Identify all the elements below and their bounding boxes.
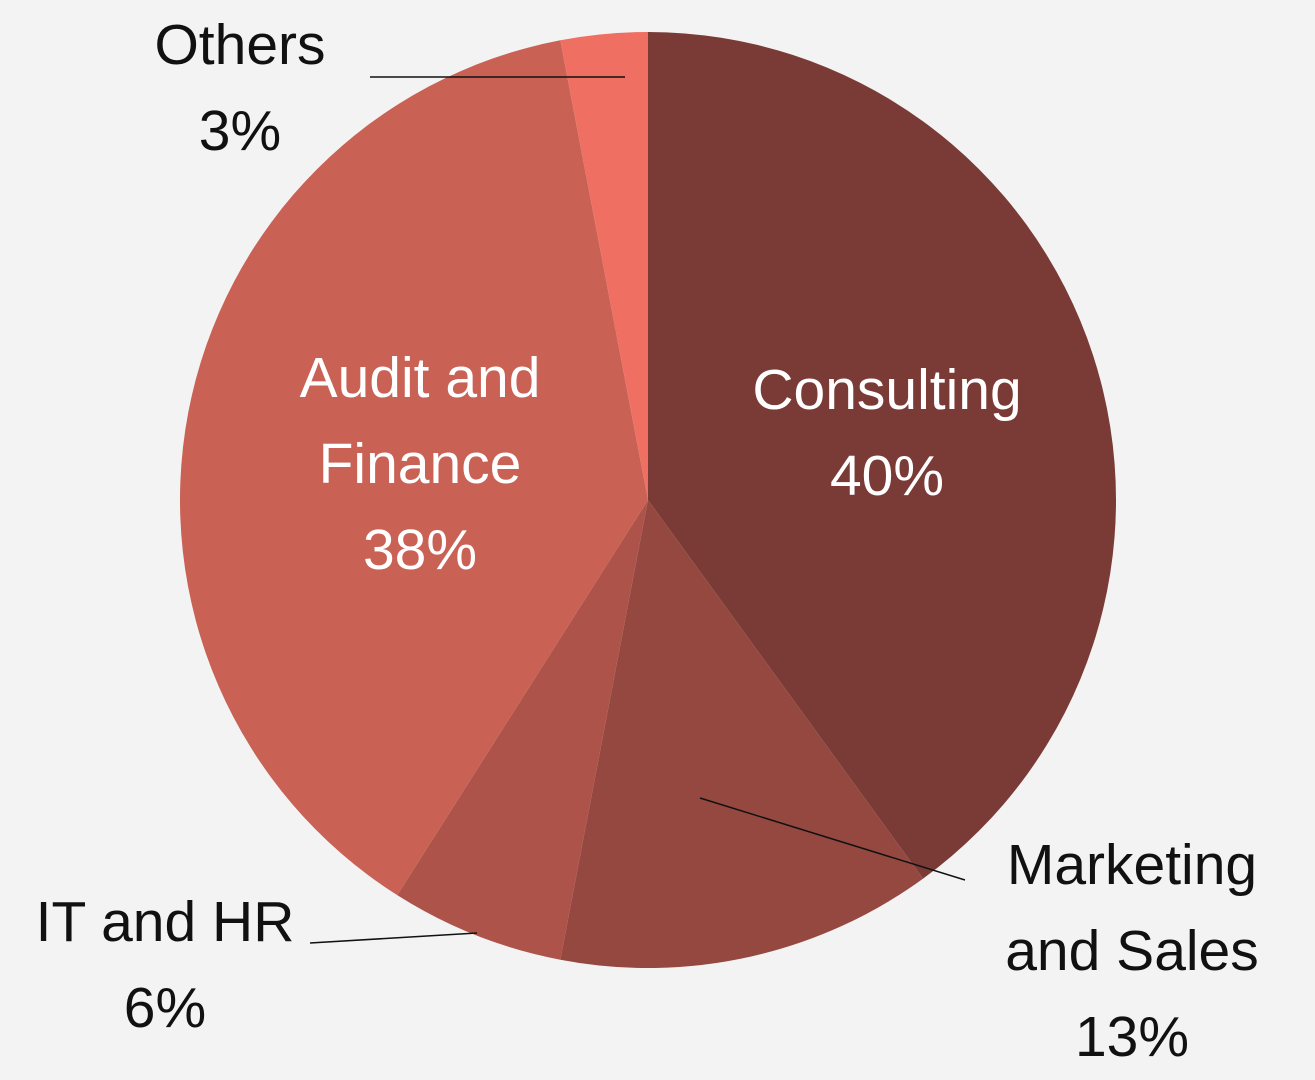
slice-label: Marketing and Sales 13% — [982, 822, 1282, 1080]
slice-label: Audit and Finance 38% — [270, 335, 570, 593]
slice-label: Consulting 40% — [737, 347, 1037, 519]
slice-name: Audit and Finance — [299, 346, 541, 496]
slice-value-label: 13% — [1074, 1005, 1190, 1069]
slice-value-label: 6% — [123, 976, 207, 1040]
slice-value-label: 3% — [198, 99, 282, 163]
slice-label: IT and HR 6% — [15, 879, 315, 1051]
pie-slice — [560, 500, 924, 968]
slice-name: Marketing and Sales — [1005, 833, 1259, 983]
slice-name: Others — [154, 13, 326, 77]
slice-name: IT and HR — [35, 890, 295, 954]
leader-line — [699, 797, 966, 881]
leader-line — [309, 932, 478, 944]
slice-label: Others 3% — [90, 2, 390, 174]
slice-value-label: 40% — [829, 444, 945, 508]
slice-name: Consulting — [752, 358, 1022, 422]
pie-slice — [648, 32, 1117, 879]
slice-value-label: 38% — [362, 518, 478, 582]
pie-slice — [180, 40, 648, 896]
pie-slice — [560, 32, 648, 500]
pie-slice — [397, 500, 648, 960]
